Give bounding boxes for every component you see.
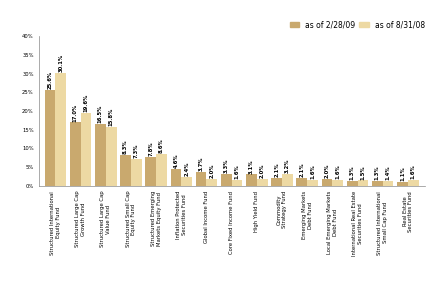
Bar [246,174,257,186]
Bar [106,127,117,186]
Bar [181,177,192,186]
Text: 2.0%: 2.0% [209,163,214,178]
Bar [282,174,293,186]
Bar [271,178,282,186]
Text: 3.3%: 3.3% [224,158,229,173]
Bar [296,178,307,186]
Text: 16.5%: 16.5% [98,105,103,123]
Bar [383,181,393,186]
Text: 1.6%: 1.6% [335,164,340,179]
Bar [70,122,81,186]
Text: 25.6%: 25.6% [48,71,52,89]
Text: 2.4%: 2.4% [184,162,189,176]
Text: 4.6%: 4.6% [173,153,178,168]
Text: 1.5%: 1.5% [360,165,366,180]
Bar [307,180,318,186]
Text: 1.3%: 1.3% [350,166,355,180]
Bar [332,180,343,186]
Bar [131,159,142,186]
Text: 19.6%: 19.6% [84,93,88,112]
Text: 2.1%: 2.1% [274,163,279,177]
Bar [232,180,242,186]
Text: 1.3%: 1.3% [375,166,380,180]
Text: 1.4%: 1.4% [386,165,391,180]
Text: 3.7%: 3.7% [199,157,204,171]
Text: 7.3%: 7.3% [134,143,139,158]
Text: 8.6%: 8.6% [159,138,164,153]
Text: 1.1%: 1.1% [400,167,405,181]
Bar [196,172,206,186]
Text: 2.0%: 2.0% [260,163,265,178]
Text: 15.8%: 15.8% [109,108,114,126]
Text: 1.6%: 1.6% [310,164,315,179]
Bar [120,155,131,186]
Bar [347,181,357,186]
Text: 1.6%: 1.6% [235,164,239,179]
Bar [55,73,66,186]
Bar [156,154,167,186]
Bar [221,174,232,186]
Text: 17.0%: 17.0% [73,103,78,122]
Text: 1.6%: 1.6% [411,164,416,179]
Bar [171,169,181,186]
Bar [408,180,419,186]
Text: 3.2%: 3.2% [285,159,290,173]
Bar [45,90,55,186]
Text: 2.0%: 2.0% [324,163,329,178]
Bar [95,124,106,186]
Bar [145,157,156,186]
Bar [322,178,332,186]
Bar [357,180,369,186]
Legend: as of 2/28/09, as of 8/31/08: as of 2/28/09, as of 8/31/08 [290,20,425,29]
Bar [372,181,383,186]
Text: 2.1%: 2.1% [299,163,304,177]
Text: 7.8%: 7.8% [148,141,153,156]
Text: 8.3%: 8.3% [123,140,128,154]
Bar [81,112,91,186]
Text: 3.1%: 3.1% [249,159,254,174]
Bar [206,178,217,186]
Text: 30.1%: 30.1% [58,54,63,72]
Bar [397,182,408,186]
Bar [257,178,268,186]
